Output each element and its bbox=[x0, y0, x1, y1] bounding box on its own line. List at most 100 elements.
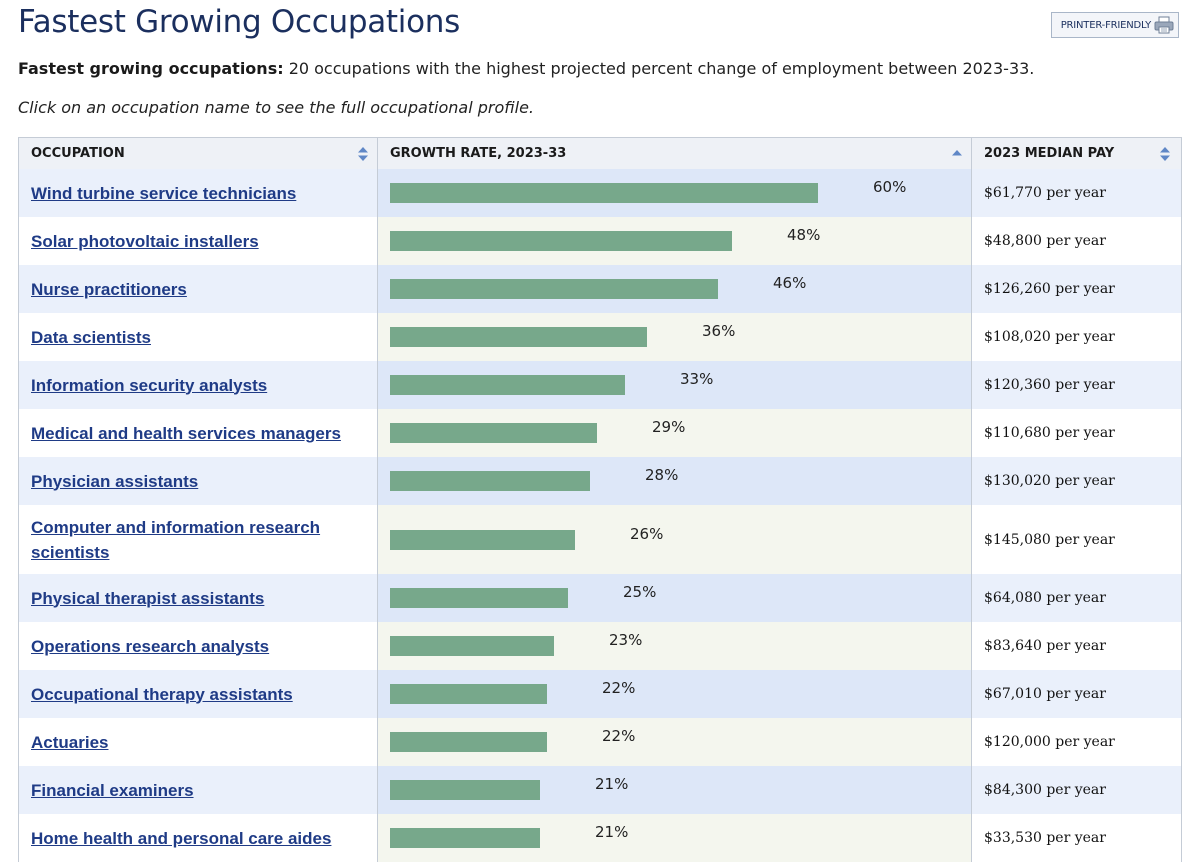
growth-bar bbox=[390, 684, 547, 704]
growth-bar bbox=[390, 231, 732, 251]
median-pay-cell: $33,530 per year bbox=[984, 830, 1106, 846]
table-row: Actuaries 22% $120,000 per year bbox=[19, 718, 1181, 766]
median-pay-cell: $48,800 per year bbox=[984, 233, 1106, 249]
table-row: Occupational therapy assistants 22% $67,01… bbox=[19, 670, 1181, 718]
growth-bar bbox=[390, 588, 568, 608]
growth-percent: 36% bbox=[702, 322, 736, 340]
growth-cell: 21% bbox=[377, 766, 972, 814]
occupation-link[interactable]: Nurse practitioners bbox=[31, 279, 187, 299]
growth-cell: 36% bbox=[377, 313, 972, 361]
occupation-cell: Financial examiners bbox=[19, 766, 377, 814]
occupations-table: OCCUPATION GROWTH RATE, 2023-33 2023 MED… bbox=[18, 137, 1182, 862]
growth-percent: 25% bbox=[623, 583, 657, 601]
growth-cell: 33% bbox=[377, 361, 972, 409]
occupation-link[interactable]: Wind turbine service technicians bbox=[31, 183, 297, 203]
header-growth-rate[interactable]: GROWTH RATE, 2023-33 bbox=[377, 138, 972, 169]
table-row: Physician assistants 28% $130,020 per year bbox=[19, 457, 1181, 505]
median-pay-cell: $83,640 per year bbox=[984, 638, 1106, 654]
median-pay-cell: $108,020 per year bbox=[984, 329, 1115, 345]
growth-bar bbox=[390, 732, 547, 752]
printer-icon bbox=[1154, 16, 1174, 34]
growth-percent: 21% bbox=[595, 823, 629, 841]
growth-cell: 21% bbox=[377, 814, 972, 862]
growth-cell: 60% bbox=[377, 169, 972, 217]
growth-bar bbox=[390, 529, 575, 550]
sort-arrows-icon[interactable] bbox=[1159, 146, 1171, 162]
occupation-link[interactable]: Home health and personal care aides bbox=[31, 828, 332, 848]
occupation-cell: Wind turbine service technicians bbox=[19, 169, 377, 217]
table-row: Information security analysts 33% $120,360… bbox=[19, 361, 1181, 409]
growth-bar bbox=[390, 279, 718, 299]
growth-percent: 22% bbox=[602, 679, 636, 697]
occupation-link[interactable]: Occupational therapy assistants bbox=[31, 684, 293, 704]
table-row: Home health and personal care aides 21% $3… bbox=[19, 814, 1181, 862]
median-pay-cell: $84,300 per year bbox=[984, 782, 1106, 798]
occupation-cell: Actuaries bbox=[19, 718, 377, 766]
occupation-cell: Information security analysts bbox=[19, 361, 377, 409]
intro-text: Fastest growing occupations: 20 occupati… bbox=[18, 59, 1034, 78]
header-growth-label: GROWTH RATE, 2023-33 bbox=[390, 146, 567, 161]
median-pay-cell: $120,360 per year bbox=[984, 377, 1115, 393]
median-pay-cell: $120,000 per year bbox=[984, 734, 1115, 750]
growth-cell: 48% bbox=[377, 217, 972, 265]
table-row: Physical therapist assistants 25% $64,080 … bbox=[19, 574, 1181, 622]
median-pay-cell: $64,080 per year bbox=[984, 590, 1106, 606]
hint-text: Click on an occupation name to see the f… bbox=[18, 98, 534, 117]
growth-cell: 22% bbox=[377, 670, 972, 718]
occupation-cell: Nurse practitioners bbox=[19, 265, 377, 313]
median-pay-cell: $61,770 per year bbox=[984, 185, 1106, 201]
growth-bar bbox=[390, 828, 540, 848]
growth-bar bbox=[390, 636, 554, 656]
table-row: Solar photovoltaic installers 48% $48,800 … bbox=[19, 217, 1181, 265]
growth-percent: 60% bbox=[873, 178, 907, 196]
occupation-cell: Physical therapist assistants bbox=[19, 574, 377, 622]
growth-bar bbox=[390, 327, 647, 347]
median-pay-cell: $145,080 per year bbox=[984, 531, 1115, 548]
table-row: Nurse practitioners 46% $126,260 per year bbox=[19, 265, 1181, 313]
occupation-link[interactable]: Data scientists bbox=[31, 327, 151, 347]
table-row: Medical and health services managers 29% $… bbox=[19, 409, 1181, 457]
growth-bar bbox=[390, 471, 590, 491]
occupation-cell: Occupational therapy assistants bbox=[19, 670, 377, 718]
printer-friendly-label: PRINTER-FRIENDLY bbox=[1060, 19, 1151, 31]
growth-percent: 28% bbox=[645, 466, 679, 484]
growth-percent: 29% bbox=[652, 418, 686, 436]
header-median-pay[interactable]: 2023 MEDIAN PAY bbox=[972, 138, 1179, 169]
occupation-link[interactable]: Actuaries bbox=[31, 732, 109, 752]
growth-bar bbox=[390, 780, 540, 800]
header-pay-label: 2023 MEDIAN PAY bbox=[984, 146, 1115, 161]
occupation-link[interactable]: Physician assistants bbox=[31, 471, 199, 491]
occupation-cell: Physician assistants bbox=[19, 457, 377, 505]
growth-percent: 48% bbox=[787, 226, 821, 244]
table-row: Financial examiners 21% $84,300 per year bbox=[19, 766, 1181, 814]
occupation-link[interactable]: Information security analysts bbox=[31, 375, 268, 395]
occupation-link[interactable]: Solar photovoltaic installers bbox=[31, 231, 259, 251]
printer-friendly-button[interactable]: PRINTER-FRIENDLY bbox=[1051, 12, 1179, 38]
growth-percent: 33% bbox=[680, 370, 714, 388]
table-row: Operations research analysts 23% $83,640 p… bbox=[19, 622, 1181, 670]
median-pay-cell: $126,260 per year bbox=[984, 281, 1115, 297]
median-pay-cell: $110,680 per year bbox=[984, 425, 1115, 441]
occupation-link[interactable]: Financial examiners bbox=[31, 780, 194, 800]
growth-cell: 22% bbox=[377, 718, 972, 766]
header-occupation[interactable]: OCCUPATION bbox=[19, 138, 377, 169]
sort-arrows-icon[interactable] bbox=[357, 146, 369, 162]
growth-percent: 21% bbox=[595, 775, 629, 793]
occupation-link[interactable]: Medical and health services managers bbox=[31, 423, 341, 443]
growth-percent: 46% bbox=[773, 274, 807, 292]
table-header: OCCUPATION GROWTH RATE, 2023-33 2023 MED… bbox=[19, 138, 1181, 169]
page-title: Fastest Growing Occupations bbox=[18, 4, 460, 40]
table-row: Wind turbine service technicians 60% $61,7… bbox=[19, 169, 1181, 217]
growth-cell: 25% bbox=[377, 574, 972, 622]
growth-cell: 23% bbox=[377, 622, 972, 670]
occupation-link[interactable]: Operations research analysts bbox=[31, 636, 270, 656]
header-occupation-label: OCCUPATION bbox=[31, 146, 125, 161]
occupation-cell: Solar photovoltaic installers bbox=[19, 217, 377, 265]
occupation-cell: Operations research analysts bbox=[19, 622, 377, 670]
intro-label: Fastest growing occupations: bbox=[18, 59, 284, 78]
occupation-link[interactable]: Physical therapist assistants bbox=[31, 588, 265, 608]
occupation-link[interactable]: Computer and information research scient… bbox=[31, 517, 321, 562]
sort-ascending-icon[interactable] bbox=[951, 146, 963, 162]
growth-bar bbox=[390, 183, 818, 203]
occupation-cell: Home health and personal care aides bbox=[19, 814, 377, 862]
